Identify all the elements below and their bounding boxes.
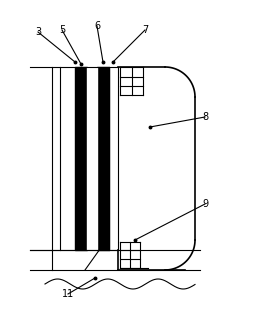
Text: 8: 8	[202, 112, 208, 122]
Text: 3: 3	[35, 27, 41, 37]
Text: 9: 9	[202, 199, 208, 209]
Text: 7: 7	[142, 25, 148, 35]
Text: 5: 5	[59, 25, 65, 35]
Text: 6: 6	[94, 21, 100, 31]
Text: 11: 11	[62, 289, 74, 299]
